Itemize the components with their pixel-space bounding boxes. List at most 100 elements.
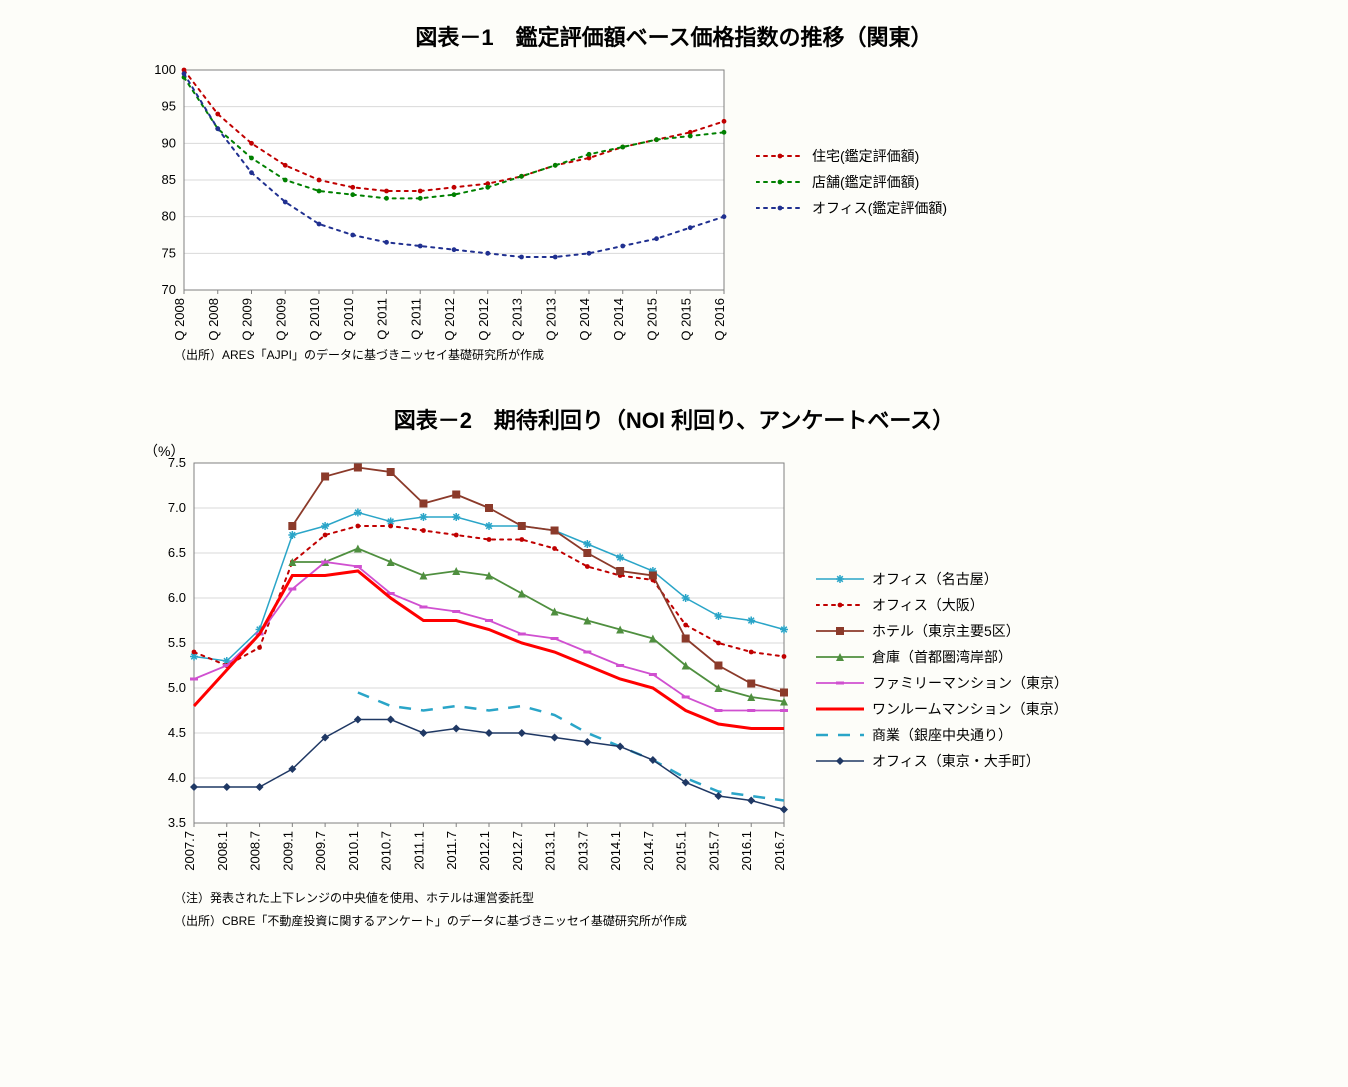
svg-text:2016.7: 2016.7 [772,831,787,871]
svg-text:90: 90 [162,135,176,150]
svg-text:2014.1: 2014.1 [608,831,623,871]
svg-text:2009.7: 2009.7 [313,831,328,871]
svg-text:2Q 2011: 2Q 2011 [375,298,390,340]
svg-text:2012.1: 2012.1 [477,831,492,871]
svg-text:2014.7: 2014.7 [641,831,656,871]
svg-text:2Q 2010: 2Q 2010 [307,298,322,340]
svg-text:2Q 2015: 2Q 2015 [645,298,660,340]
legend-swatch [816,572,864,586]
svg-text:95: 95 [162,99,176,114]
chart-2-unit: （%） [144,441,184,461]
chart-2-note: （注）発表された上下レンジの中央値を使用、ホテルは運営委託型 [174,889,1224,906]
legend-item: 商業（銀座中央通り） [816,725,1068,745]
svg-text:4Q 2011: 4Q 2011 [408,298,423,340]
legend-item: 倉庫（首都圏湾岸部） [816,647,1068,667]
legend-item: オフィス（名古屋） [816,569,1068,589]
legend-label: 店舗(鑑定評価額) [812,172,919,192]
legend-item: ホテル（東京主要5区） [816,621,1068,641]
legend-label: ファミリーマンション（東京） [872,673,1068,693]
chart-2-row: （%） 3.54.04.55.05.56.06.57.07.52007.7200… [124,443,1224,883]
svg-text:4.5: 4.5 [168,725,186,740]
svg-text:4Q 2009: 4Q 2009 [273,298,288,340]
legend-swatch [816,754,864,768]
svg-text:2012.7: 2012.7 [510,831,525,871]
svg-text:2016.1: 2016.1 [739,831,754,871]
chart-2-legend: オフィス（名古屋） オフィス（大阪） ホテル（東京主要5区） 倉庫（首都圏湾岸部） ファ… [816,563,1068,777]
svg-text:2Q 2009: 2Q 2009 [240,298,255,340]
chart-2-area: （%） 3.54.04.55.05.56.06.57.07.52007.7200… [124,443,804,883]
svg-text:2007.7: 2007.7 [182,831,197,871]
chart-1-source: （出所）ARES「AJPI」のデータに基づきニッセイ基礎研究所が作成 [174,346,1224,363]
legend-swatch [756,175,804,189]
svg-text:4Q 2010: 4Q 2010 [341,298,356,340]
legend-label: オフィス（大阪） [872,595,984,615]
chart-2-source: （出所）CBRE「不動産投資に関するアンケート」のデータに基づきニッセイ基礎研究… [174,912,1224,929]
svg-text:2Q 2013: 2Q 2013 [510,298,525,340]
svg-text:2Q 2014: 2Q 2014 [577,298,592,340]
svg-text:2Q 2016: 2Q 2016 [712,298,727,340]
svg-text:6.5: 6.5 [168,545,186,560]
svg-text:70: 70 [162,282,176,297]
svg-text:2013.1: 2013.1 [543,831,558,871]
svg-text:3.5: 3.5 [168,815,186,830]
svg-text:4Q 2013: 4Q 2013 [543,298,558,340]
legend-swatch [816,702,864,716]
svg-text:5.0: 5.0 [168,680,186,695]
chart-1-title: 図表－1 鑑定評価額ベース価格指数の推移（関東） [124,20,1224,52]
svg-text:4Q 2015: 4Q 2015 [678,298,693,340]
legend-swatch [816,624,864,638]
svg-text:85: 85 [162,172,176,187]
svg-text:2010.7: 2010.7 [379,831,394,871]
svg-text:2Q 2008: 2Q 2008 [172,298,187,340]
svg-text:6.0: 6.0 [168,590,186,605]
svg-text:2011.1: 2011.1 [411,831,426,870]
legend-item: 店舗(鑑定評価額) [756,172,947,192]
svg-text:5.5: 5.5 [168,635,186,650]
chart-2-title: 図表－2 期待利回り（NOI 利回り、アンケートベース） [124,403,1224,435]
svg-text:2Q 2012: 2Q 2012 [442,298,457,340]
legend-item: ワンルームマンション（東京） [816,699,1068,719]
legend-label: オフィス（名古屋） [872,569,998,589]
legend-label: 倉庫（首都圏湾岸部） [872,647,1012,667]
legend-label: 商業（銀座中央通り） [872,725,1012,745]
legend-item: 住宅(鑑定評価額) [756,146,947,166]
svg-text:2008.7: 2008.7 [248,831,263,871]
legend-label: オフィス（東京・大手町） [872,751,1040,771]
chart-1-row: 70 75 80 85 90 95 100 2Q 2008 4Q 2008 2Q 2009 4Q 2… [124,60,1224,340]
legend-swatch [816,728,864,742]
chart-2-svg: 3.54.04.55.05.56.06.57.07.52007.72008.12… [124,443,804,883]
chart-1-block: 図表－1 鑑定評価額ベース価格指数の推移（関東） 70 75 80 85 90 95 100… [124,20,1224,363]
legend-swatch [816,650,864,664]
legend-swatch [756,149,804,163]
legend-swatch [756,201,804,215]
legend-label: オフィス(鑑定評価額) [812,198,947,218]
chart-2-block: 図表－2 期待利回り（NOI 利回り、アンケートベース） （%） 3.54.04… [124,403,1224,929]
legend-item: オフィス（大阪） [816,595,1068,615]
svg-text:2015.7: 2015.7 [706,831,721,871]
legend-label: ホテル（東京主要5区） [872,621,1020,641]
svg-text:75: 75 [162,245,176,260]
svg-text:2015.1: 2015.1 [674,831,689,871]
chart-1-area: 70 75 80 85 90 95 100 2Q 2008 4Q 2008 2Q 2009 4Q 2… [124,60,744,340]
legend-swatch [816,598,864,612]
legend-label: ワンルームマンション（東京） [872,699,1068,719]
legend-label: 住宅(鑑定評価額) [812,146,919,166]
svg-text:4.0: 4.0 [168,770,186,785]
svg-text:4Q 2012: 4Q 2012 [476,298,491,340]
svg-text:2010.1: 2010.1 [346,831,361,871]
svg-text:2011.7: 2011.7 [444,831,459,870]
svg-text:100: 100 [154,62,176,77]
svg-text:80: 80 [162,209,176,224]
legend-swatch [816,676,864,690]
svg-text:2009.1: 2009.1 [280,831,295,871]
chart-1-legend: 住宅(鑑定評価額) 店舗(鑑定評価額) オフィス(鑑定評価額) [756,140,947,224]
svg-text:4Q 2014: 4Q 2014 [611,298,626,340]
svg-text:7.0: 7.0 [168,500,186,515]
legend-item: オフィス(鑑定評価額) [756,198,947,218]
chart-1-svg: 70 75 80 85 90 95 100 2Q 2008 4Q 2008 2Q 2009 4Q 2… [124,60,744,340]
svg-text:2013.7: 2013.7 [575,831,590,871]
svg-text:2008.1: 2008.1 [215,831,230,871]
legend-item: オフィス（東京・大手町） [816,751,1068,771]
svg-text:4Q 2008: 4Q 2008 [206,298,221,340]
legend-item: ファミリーマンション（東京） [816,673,1068,693]
